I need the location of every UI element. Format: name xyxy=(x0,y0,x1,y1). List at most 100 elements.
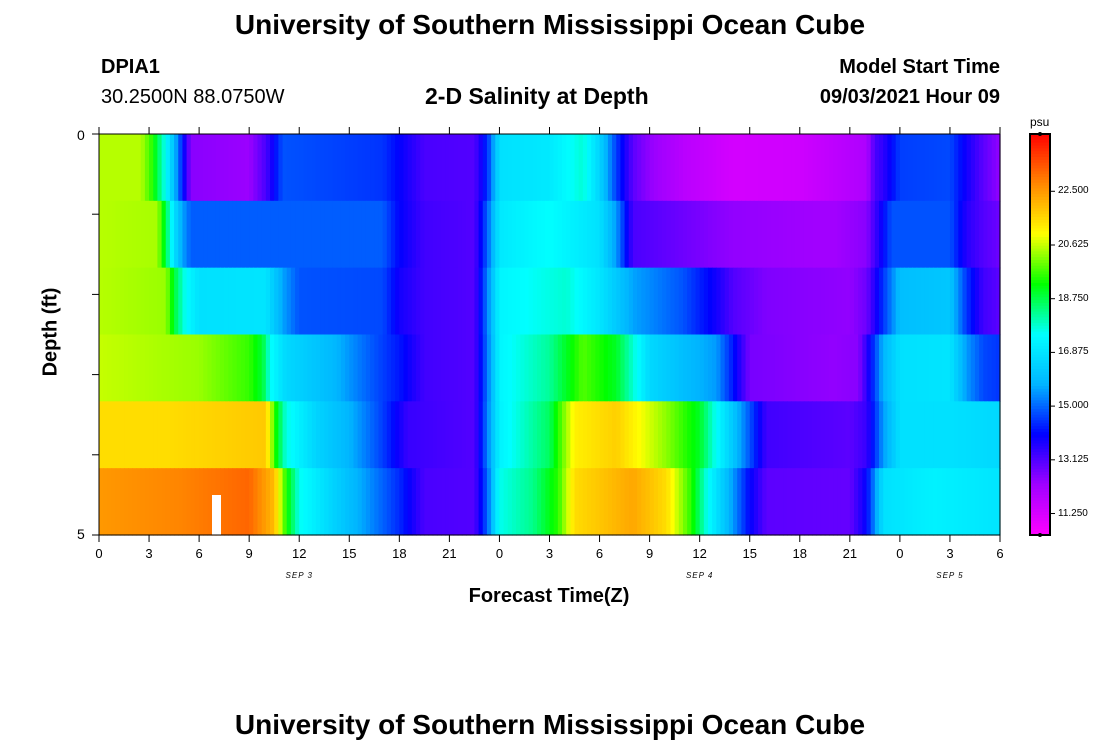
heatmap-cell xyxy=(787,468,793,536)
heatmap-cell xyxy=(933,267,939,336)
heatmap-cell xyxy=(219,200,225,269)
heatmap-cell xyxy=(149,134,154,202)
heatmap-cell xyxy=(140,134,146,202)
colorbar-tick-label: 20.625 xyxy=(1058,238,1089,250)
heatmap-cell xyxy=(382,200,388,269)
heatmap-cell xyxy=(370,334,375,402)
colorbar-band xyxy=(1030,386,1050,390)
colorbar-band xyxy=(1030,277,1050,281)
heatmap-cell xyxy=(962,468,968,536)
heatmap-cell xyxy=(954,468,959,536)
heatmap-cell xyxy=(833,134,838,202)
heatmap-cell xyxy=(841,401,847,469)
heatmap-cell xyxy=(628,401,634,469)
heatmap-cell xyxy=(219,468,225,536)
heatmap-cell xyxy=(441,401,446,469)
heatmap-cell xyxy=(962,200,968,269)
heatmap-cell xyxy=(603,200,609,269)
station-id: DPIA1 xyxy=(101,56,160,78)
x-tick-label: 3 xyxy=(145,546,153,561)
heatmap-cell xyxy=(933,334,939,402)
heatmap-cell xyxy=(474,134,480,202)
heatmap-cell xyxy=(407,267,413,336)
heatmap-cell xyxy=(265,401,271,469)
heatmap-cell xyxy=(632,401,638,469)
heatmap-cell xyxy=(820,134,826,202)
heatmap-cell xyxy=(812,334,818,402)
heatmap-cell xyxy=(966,401,972,469)
heatmap-cell xyxy=(286,334,292,402)
heatmap-cell xyxy=(716,334,722,402)
heatmap-cell xyxy=(799,334,805,402)
colorbar-band xyxy=(1030,454,1050,459)
heatmap-cell xyxy=(194,134,200,202)
heatmap-cell xyxy=(649,134,655,202)
heatmap-cell xyxy=(169,267,175,336)
heatmap-cell xyxy=(411,401,417,469)
heatmap-cell xyxy=(562,267,567,336)
colorbar-band xyxy=(1030,426,1050,430)
heatmap-cell xyxy=(144,468,150,536)
heatmap-cell xyxy=(570,468,576,536)
heatmap-cell xyxy=(628,334,634,402)
heatmap-cell xyxy=(528,334,534,402)
colorbar-band xyxy=(1030,397,1050,401)
colorbar-band xyxy=(1030,357,1050,361)
heatmap-cell xyxy=(678,401,684,469)
heatmap-cell xyxy=(904,200,909,269)
heatmap-cell xyxy=(966,267,972,336)
heatmap-cell xyxy=(307,200,313,269)
heatmap-cell xyxy=(958,134,964,202)
heatmap-cell xyxy=(290,200,296,269)
heatmap-cell xyxy=(708,401,713,469)
heatmap-cell xyxy=(966,468,972,536)
heatmap-cell xyxy=(916,134,922,202)
heatmap-cell xyxy=(303,267,309,336)
x-tick-label: 6 xyxy=(595,546,604,561)
heatmap-cell xyxy=(645,134,651,202)
heatmap-cell xyxy=(816,401,822,469)
heatmap-cell xyxy=(674,267,680,336)
colorbar-band xyxy=(1030,345,1050,350)
heatmap-cell xyxy=(199,200,204,269)
heatmap-cell xyxy=(119,401,125,469)
colorbar-band xyxy=(1030,174,1050,178)
heatmap-cell xyxy=(340,468,346,536)
y-tick-label-bottom: 5 xyxy=(77,526,85,542)
heatmap-cell xyxy=(541,267,546,336)
heatmap-cell xyxy=(365,134,371,202)
heatmap-cell xyxy=(941,200,947,269)
colorbar-tick-label: 15.000 xyxy=(1058,400,1089,412)
heatmap-cell xyxy=(395,134,400,202)
heatmap-cell xyxy=(562,334,567,402)
y-tick-label-top: 0 xyxy=(77,127,85,143)
heatmap-cell xyxy=(828,468,834,536)
heatmap-cell xyxy=(778,468,784,536)
colorbar-band xyxy=(1030,460,1050,464)
heatmap-cell xyxy=(449,468,455,536)
heatmap-cell xyxy=(282,134,288,202)
heatmap-cell xyxy=(299,267,304,336)
heatmap-cell xyxy=(762,267,768,336)
heatmap-cell xyxy=(920,401,926,469)
x-tick-label: 9 xyxy=(245,546,253,561)
heatmap-cell xyxy=(441,134,446,202)
heatmap-cell xyxy=(733,267,738,336)
heatmap-cell xyxy=(449,134,455,202)
heatmap-cell xyxy=(641,134,647,202)
heatmap-cell xyxy=(933,401,939,469)
heatmap-cell xyxy=(841,468,847,536)
heatmap-cell xyxy=(728,134,734,202)
heatmap-cell xyxy=(995,200,1001,269)
heatmap-cell xyxy=(495,134,501,202)
heatmap-cell xyxy=(478,134,484,202)
heatmap-cell xyxy=(274,267,279,336)
heatmap-cell xyxy=(103,468,108,536)
heatmap-cell xyxy=(215,134,221,202)
heatmap-cell xyxy=(691,468,697,536)
heatmap-cell xyxy=(328,267,334,336)
heatmap-cell xyxy=(286,468,292,536)
heatmap-cell xyxy=(908,200,913,269)
heatmap-cell xyxy=(453,134,459,202)
heatmap-cell xyxy=(357,334,363,402)
